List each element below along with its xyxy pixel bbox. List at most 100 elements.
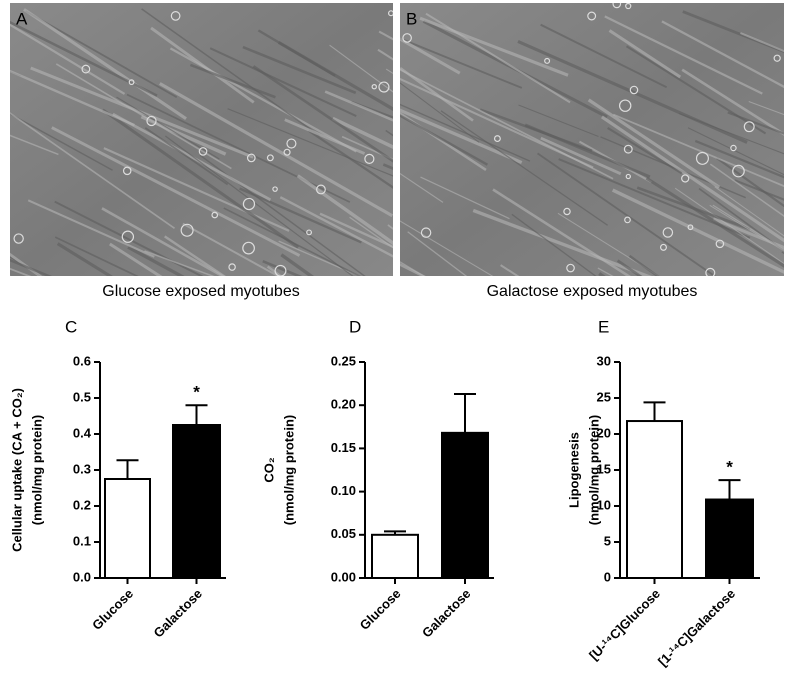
y-tick-label: 15 xyxy=(597,461,611,476)
cell xyxy=(402,33,412,43)
fiber xyxy=(323,271,482,345)
annotation: * xyxy=(193,383,200,402)
fiber xyxy=(242,45,357,95)
fiber xyxy=(296,174,393,246)
fiber xyxy=(109,242,163,276)
cell xyxy=(121,230,135,243)
fiber xyxy=(400,108,523,165)
bar xyxy=(371,533,419,579)
cell xyxy=(228,263,236,271)
fiber xyxy=(540,23,668,89)
cell xyxy=(122,166,132,176)
cell xyxy=(629,85,639,95)
fiber xyxy=(492,188,631,276)
fiber xyxy=(400,172,444,203)
cell xyxy=(715,239,725,249)
cell xyxy=(306,229,313,236)
cell xyxy=(211,211,219,219)
fiber xyxy=(400,82,480,143)
cell xyxy=(371,84,377,90)
cell xyxy=(316,184,326,195)
fiber xyxy=(419,16,569,77)
fiber xyxy=(112,112,272,202)
fiber xyxy=(223,207,361,276)
fiber xyxy=(645,176,784,268)
cell xyxy=(378,81,390,93)
y-axis-label: Cellular uptake (CA + CO₂) xyxy=(9,388,24,552)
cell xyxy=(563,207,571,216)
fiber xyxy=(307,263,493,368)
fiber xyxy=(628,254,660,276)
fiber xyxy=(284,118,366,155)
y-tick-label: 0.20 xyxy=(331,397,356,412)
cell xyxy=(773,54,781,62)
fiber xyxy=(10,23,126,95)
panel-letter: B xyxy=(406,9,417,28)
fiber xyxy=(55,63,232,170)
fiber xyxy=(329,44,393,93)
fiber xyxy=(400,114,488,166)
fiber xyxy=(163,235,226,276)
fiber xyxy=(189,63,276,99)
fiber xyxy=(687,127,784,176)
fiber xyxy=(511,213,597,276)
caption: Galactose exposed myotubes xyxy=(487,283,698,300)
y-tick-label: 0.6 xyxy=(73,353,91,368)
x-tick-label: Galactose xyxy=(150,586,205,641)
fiber xyxy=(10,134,59,156)
fiber xyxy=(681,68,784,136)
fiber xyxy=(10,258,53,276)
annotation: * xyxy=(726,458,733,477)
bar xyxy=(104,478,151,579)
cell xyxy=(493,135,501,143)
panel-letter: C xyxy=(65,317,77,336)
fiber xyxy=(674,187,784,265)
cell xyxy=(705,267,716,276)
cell xyxy=(286,138,297,149)
fiber xyxy=(709,204,784,252)
fiber xyxy=(101,207,225,276)
fiber xyxy=(182,222,280,276)
fiber xyxy=(349,216,393,249)
panel-letter: E xyxy=(598,317,609,336)
cell xyxy=(662,227,674,238)
cell xyxy=(612,3,622,9)
y-tick-label: 0 xyxy=(604,569,611,584)
cell xyxy=(364,153,375,164)
cell xyxy=(283,148,291,156)
fiber xyxy=(239,187,362,244)
fiber xyxy=(280,253,315,276)
fiber xyxy=(252,65,393,163)
y-tick-label: 25 xyxy=(597,389,611,404)
cell xyxy=(242,241,255,255)
y-axis-label: Lipogenesis xyxy=(566,432,581,508)
fiber xyxy=(517,39,748,144)
fiber xyxy=(682,10,784,54)
y-tick-label: 0.1 xyxy=(73,533,91,548)
x-tick-label: Glucose xyxy=(89,586,136,633)
fiber xyxy=(150,26,255,104)
fiber xyxy=(10,69,135,127)
fiber xyxy=(332,116,393,149)
x-tick-label: [U-¹⁴C]Glucose xyxy=(586,586,663,663)
cell xyxy=(743,121,755,133)
fiber xyxy=(144,250,215,276)
panel-letter: A xyxy=(16,9,28,28)
cell xyxy=(242,197,256,211)
fiber xyxy=(540,136,622,176)
y-axis-label: (nmol/mg protein) xyxy=(29,415,44,526)
bar xyxy=(705,498,754,579)
fiber xyxy=(524,123,651,179)
fiber xyxy=(351,100,393,119)
fiber xyxy=(279,196,393,258)
fiber xyxy=(127,245,185,276)
fiber xyxy=(54,236,139,276)
fiber xyxy=(716,157,784,208)
fiber xyxy=(141,8,321,137)
fiber xyxy=(612,113,784,188)
fiber xyxy=(607,127,683,175)
fiber xyxy=(601,115,784,243)
fiber xyxy=(159,82,393,218)
cell xyxy=(272,186,278,192)
y-axis-label: (nmol/mg protein) xyxy=(586,415,601,526)
